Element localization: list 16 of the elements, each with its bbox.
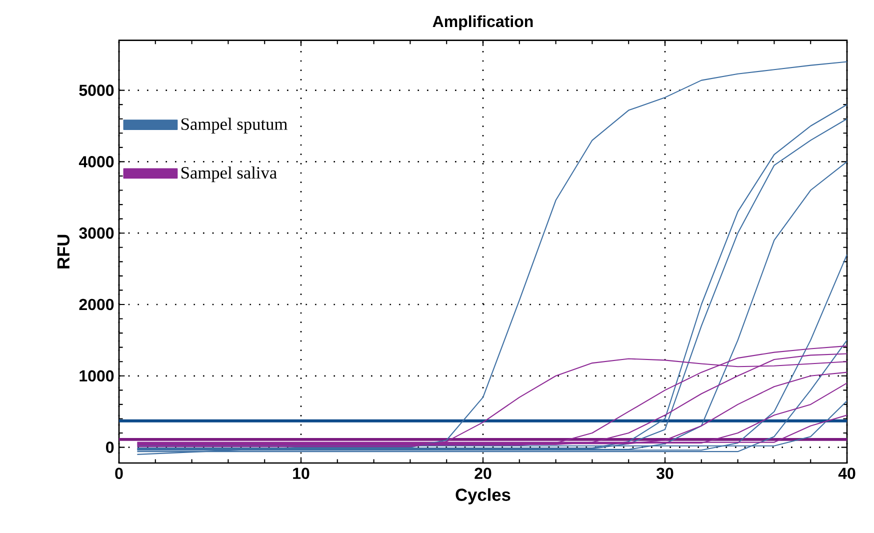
y-tick-label: 3000 [79, 227, 114, 239]
x-tick-label: 10 [293, 468, 310, 480]
x-tick-label: 40 [838, 468, 856, 480]
x-axis-title: Cycles [456, 488, 510, 504]
x-tick-label: 20 [474, 468, 492, 480]
y-tick-label: 2000 [79, 298, 114, 310]
y-tick-label: 1000 [80, 370, 114, 382]
y-tick-label: 5000 [79, 84, 114, 96]
y-axis-title: RFU [57, 234, 70, 268]
legend-label: Sampel sputum [181, 118, 288, 134]
y-tick-label: 4000 [78, 156, 114, 168]
chart-title: Amplification [432, 15, 533, 30]
y-tick-label: 0 [106, 442, 114, 453]
x-tick-label: 0 [115, 468, 123, 480]
legend-label: Sampel saliva [181, 166, 277, 182]
x-tick-label: 30 [656, 468, 674, 480]
